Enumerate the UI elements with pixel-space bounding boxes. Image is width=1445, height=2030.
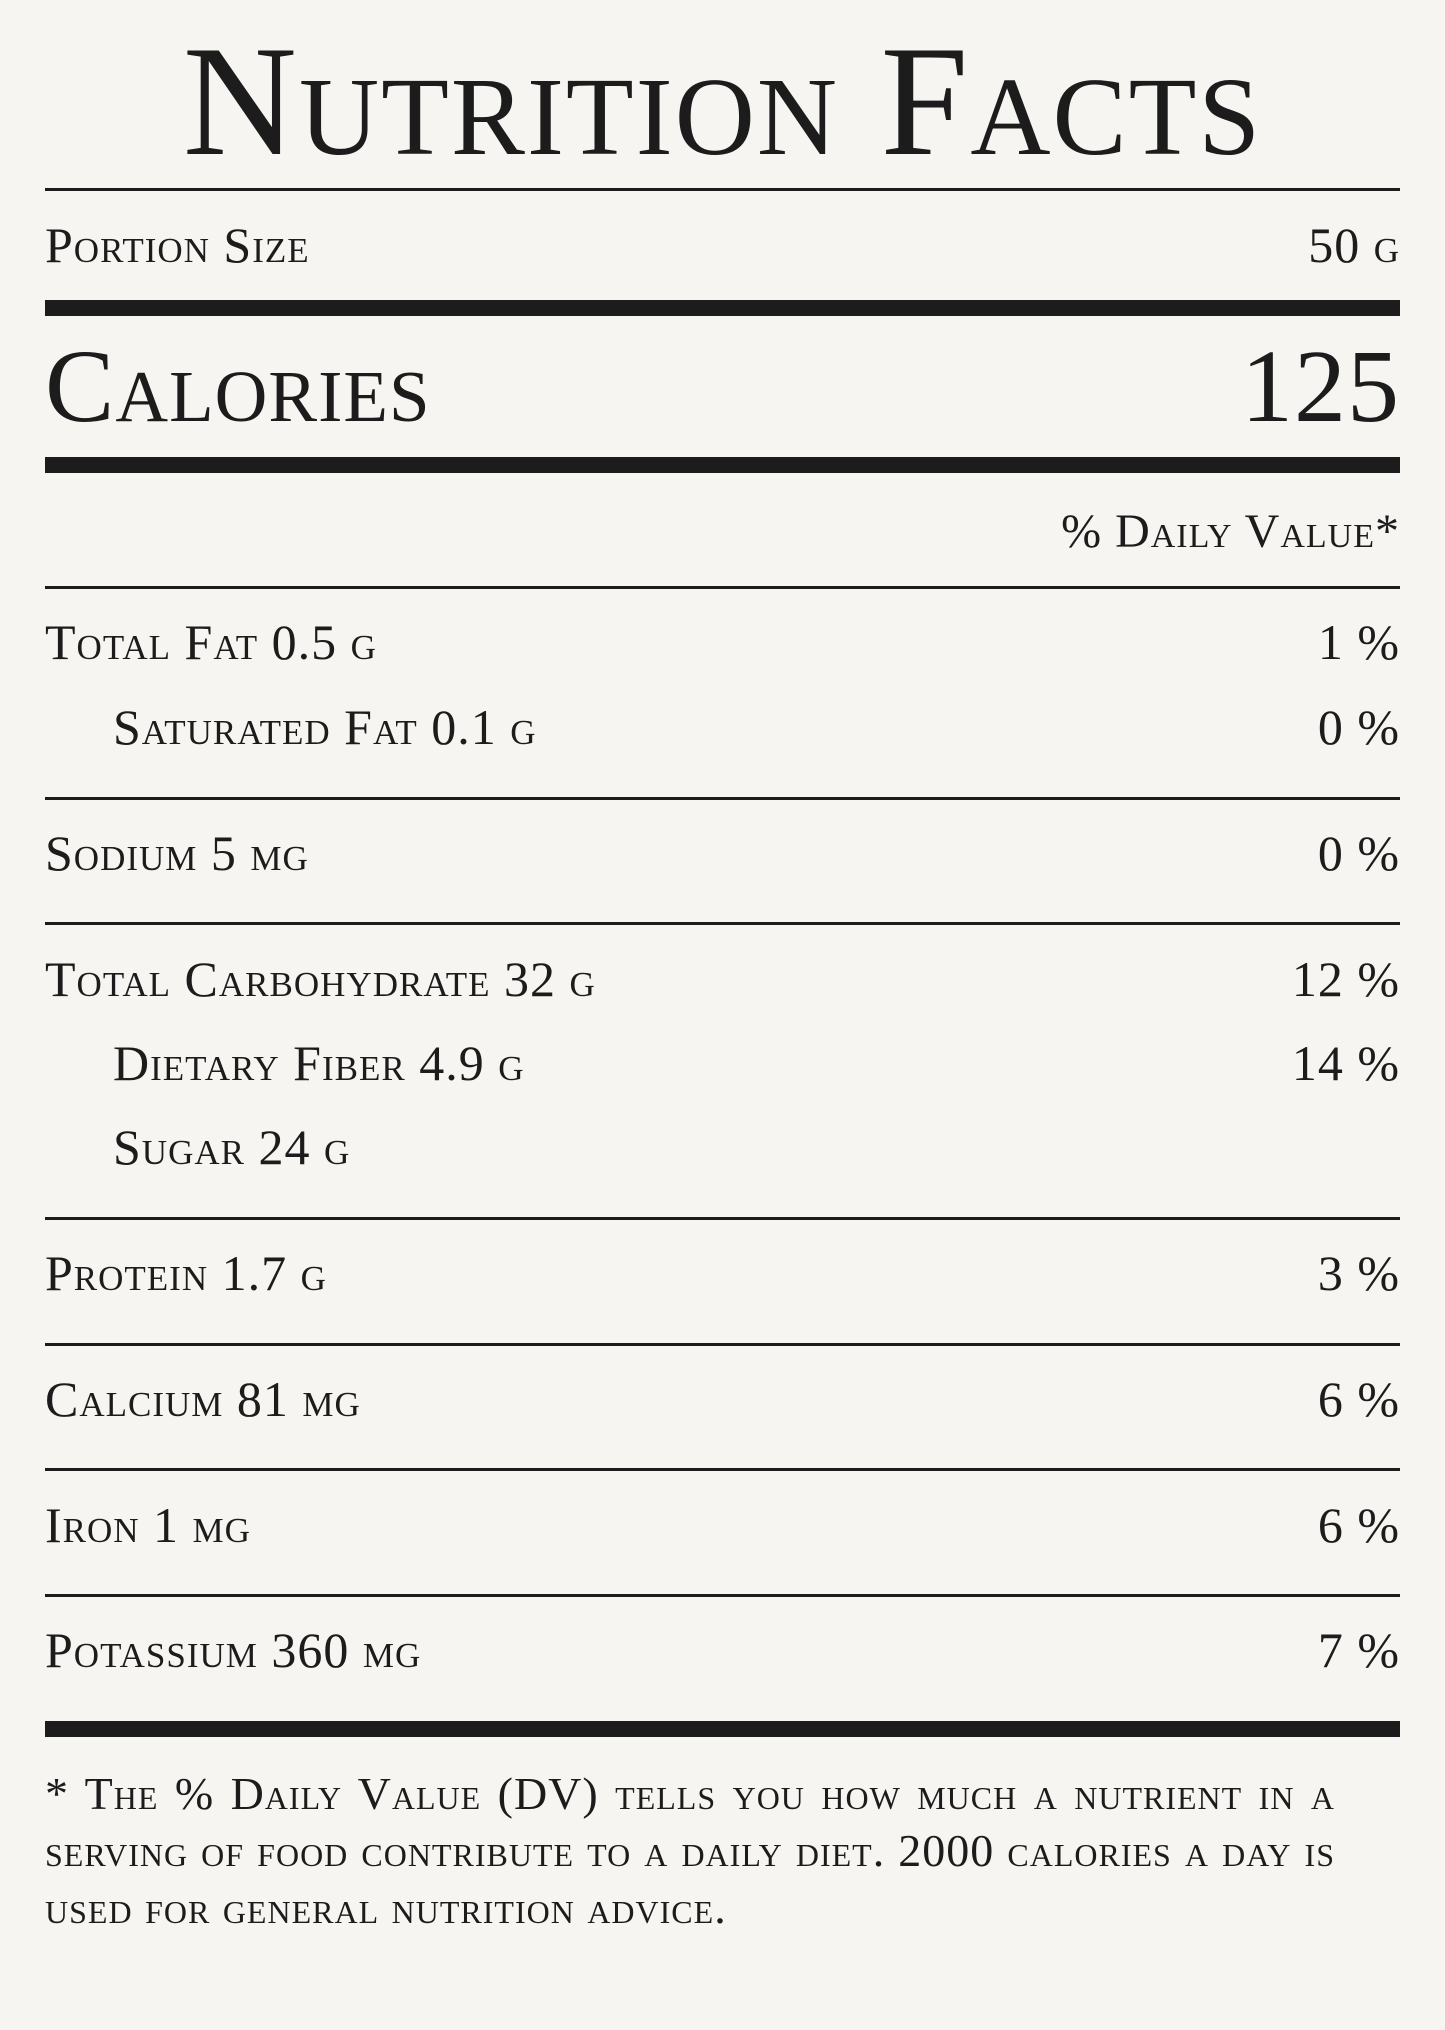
nutrient-daily-value: 14 % bbox=[1291, 1035, 1400, 1091]
nutrient-name: Sodium 5 mg bbox=[45, 825, 309, 881]
nutrient-name: Protein 1.7 g bbox=[45, 1245, 327, 1301]
nutrient-daily-value: 6 % bbox=[1317, 1497, 1400, 1553]
nutrient-row-total-fat: Total Fat 0.5 g 1 % bbox=[45, 613, 1400, 671]
nutrition-label: Nutrition Facts Portion Size 50 g Calori… bbox=[45, 0, 1400, 2030]
thick-divider bbox=[45, 457, 1400, 473]
nutrient-row-sugar: Sugar 24 g bbox=[45, 1118, 1400, 1176]
daily-value-header: % Daily Value* bbox=[1061, 505, 1400, 558]
nutrient-daily-value: 0 % bbox=[1317, 825, 1400, 881]
nutrient-name: Calcium 81 mg bbox=[45, 1371, 361, 1427]
nutrient-daily-value: 0 % bbox=[1317, 699, 1400, 755]
nutrient-row-calcium: Calcium 81 mg 6 % bbox=[45, 1370, 1400, 1428]
calories-label: Calories bbox=[45, 329, 431, 444]
nutrient-daily-value: 3 % bbox=[1317, 1245, 1400, 1301]
thick-divider bbox=[45, 300, 1400, 316]
thick-divider bbox=[45, 1721, 1400, 1737]
divider bbox=[45, 1217, 1400, 1220]
nutrient-name: Total Fat 0.5 g bbox=[45, 614, 377, 670]
nutrient-row-sodium: Sodium 5 mg 0 % bbox=[45, 824, 1400, 882]
portion-size-value: 50 g bbox=[1308, 217, 1400, 273]
divider bbox=[45, 1594, 1400, 1597]
calories-value: 125 bbox=[1241, 329, 1400, 444]
nutrient-name: Saturated Fat 0.1 g bbox=[113, 699, 537, 755]
nutrient-row-saturated-fat: Saturated Fat 0.1 g 0 % bbox=[45, 698, 1400, 756]
nutrient-name: Potassium 360 mg bbox=[45, 1622, 422, 1678]
nutrient-daily-value: 6 % bbox=[1317, 1371, 1400, 1427]
nutrient-row-protein: Protein 1.7 g 3 % bbox=[45, 1244, 1400, 1302]
footnote: * The % Daily Value (DV) tells you how m… bbox=[45, 1768, 1335, 1933]
divider bbox=[45, 188, 1400, 191]
nutrient-daily-value: 12 % bbox=[1291, 951, 1400, 1007]
nutrient-row-dietary-fiber: Dietary Fiber 4.9 g 14 % bbox=[45, 1034, 1400, 1092]
divider bbox=[45, 586, 1400, 589]
nutrient-name: Iron 1 mg bbox=[45, 1497, 251, 1553]
nutrient-name: Dietary Fiber 4.9 g bbox=[113, 1035, 525, 1091]
divider bbox=[45, 1343, 1400, 1346]
nutrient-row-iron: Iron 1 mg 6 % bbox=[45, 1496, 1400, 1554]
calories-row: Calories 125 bbox=[45, 332, 1400, 442]
nutrient-name: Total Carbohydrate 32 g bbox=[45, 951, 596, 1007]
divider bbox=[45, 922, 1400, 925]
nutrient-daily-value: 1 % bbox=[1317, 614, 1400, 670]
divider bbox=[45, 1468, 1400, 1471]
nutrient-row-potassium: Potassium 360 mg 7 % bbox=[45, 1621, 1400, 1679]
portion-size-label: Portion Size bbox=[45, 217, 310, 273]
portion-size-row: Portion Size 50 g bbox=[45, 216, 1400, 274]
nutrient-row-total-carbohydrate: Total Carbohydrate 32 g 12 % bbox=[45, 950, 1400, 1008]
label-title: Nutrition Facts bbox=[182, 14, 1263, 189]
divider bbox=[45, 797, 1400, 800]
nutrient-name: Sugar 24 g bbox=[113, 1119, 351, 1175]
nutrient-daily-value: 7 % bbox=[1317, 1622, 1400, 1678]
